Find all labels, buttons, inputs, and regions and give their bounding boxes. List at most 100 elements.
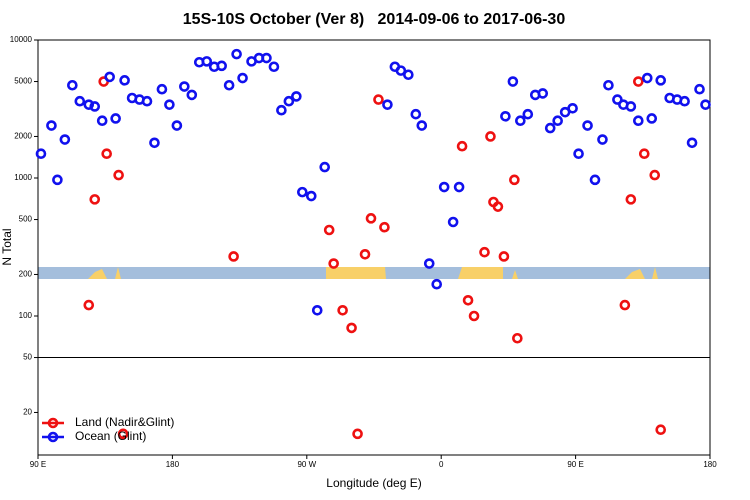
- point: [649, 169, 661, 181]
- point: [297, 186, 308, 198]
- point: [83, 299, 95, 311]
- point: [700, 99, 711, 110]
- point: [589, 174, 601, 186]
- point: [679, 95, 690, 107]
- land-strip: [625, 269, 645, 279]
- point: [686, 137, 698, 149]
- point: [509, 174, 520, 186]
- legend-label: Land (Nadir&Glint): [75, 415, 174, 429]
- point: [186, 89, 198, 101]
- point: [373, 94, 384, 105]
- point: [359, 248, 371, 260]
- point: [46, 120, 57, 131]
- point: [216, 60, 227, 72]
- land-strip: [88, 269, 107, 279]
- map-strip: [38, 267, 710, 279]
- y-tick-label: 500: [19, 215, 33, 224]
- point: [416, 120, 428, 131]
- land-strip: [458, 267, 503, 279]
- y-axis-label: N Total: [0, 228, 14, 265]
- point: [537, 88, 549, 99]
- point: [403, 69, 414, 81]
- point: [323, 224, 335, 236]
- x-tick-label: 0: [439, 460, 444, 469]
- point: [89, 194, 101, 205]
- point: [379, 221, 390, 233]
- point: [346, 322, 357, 334]
- point: [573, 148, 584, 159]
- land-strip: [326, 267, 386, 279]
- y-tick-label: 20: [23, 408, 32, 417]
- point: [113, 169, 124, 181]
- point: [500, 110, 511, 122]
- point: [83, 99, 95, 110]
- point: [104, 71, 115, 83]
- point: [337, 304, 348, 316]
- point: [619, 299, 631, 311]
- point: [110, 113, 121, 124]
- y-tick-label: 200: [19, 270, 33, 279]
- point: [59, 134, 71, 145]
- point: [612, 94, 623, 105]
- point: [171, 120, 183, 131]
- point: [201, 56, 213, 67]
- point: [485, 131, 496, 142]
- point: [438, 181, 450, 193]
- point: [552, 115, 563, 127]
- point: [633, 115, 644, 127]
- x-tick-label: 90 E: [567, 460, 583, 469]
- y-tick-label: 10000: [10, 35, 33, 44]
- point: [515, 115, 526, 127]
- point: [291, 91, 302, 102]
- point: [522, 108, 534, 120]
- point: [468, 310, 480, 322]
- point: [544, 122, 556, 134]
- point: [625, 194, 637, 205]
- point: [231, 48, 242, 60]
- x-tick-label: 180: [703, 460, 717, 469]
- point: [119, 75, 130, 86]
- point: [223, 79, 235, 91]
- point: [507, 76, 519, 87]
- point: [423, 258, 435, 269]
- y-tick-label: 100: [19, 311, 33, 320]
- legend-marker: [47, 431, 59, 443]
- chart-title: 15S-10S October (Ver 8) 2014-09-06 to 20…: [183, 11, 566, 28]
- point: [141, 95, 153, 107]
- y-tick-label: 1000: [14, 173, 32, 182]
- point: [456, 140, 468, 152]
- land-strip: [512, 270, 518, 279]
- point: [237, 72, 248, 84]
- point: [89, 101, 101, 112]
- point: [567, 102, 578, 114]
- point: [283, 95, 295, 107]
- point: [638, 148, 650, 159]
- point: [382, 99, 393, 110]
- point: [453, 181, 465, 193]
- point: [156, 83, 168, 95]
- point: [641, 72, 653, 84]
- point: [447, 216, 459, 228]
- point: [311, 304, 323, 316]
- point: [164, 99, 175, 110]
- point: [395, 65, 407, 76]
- point: [276, 104, 287, 116]
- point: [117, 428, 129, 440]
- point: [646, 113, 658, 124]
- x-tick-label: 90 E: [30, 460, 46, 469]
- point: [179, 81, 190, 92]
- point: [74, 95, 86, 107]
- point: [352, 428, 363, 440]
- point: [305, 190, 317, 202]
- x-tick-label: 180: [166, 460, 180, 469]
- point: [597, 134, 608, 145]
- point: [365, 213, 377, 224]
- point: [512, 332, 523, 344]
- point: [582, 120, 593, 131]
- point: [655, 424, 667, 435]
- point: [633, 76, 644, 87]
- point: [479, 246, 490, 258]
- point: [410, 108, 422, 120]
- y-tick-label: 50: [23, 353, 32, 362]
